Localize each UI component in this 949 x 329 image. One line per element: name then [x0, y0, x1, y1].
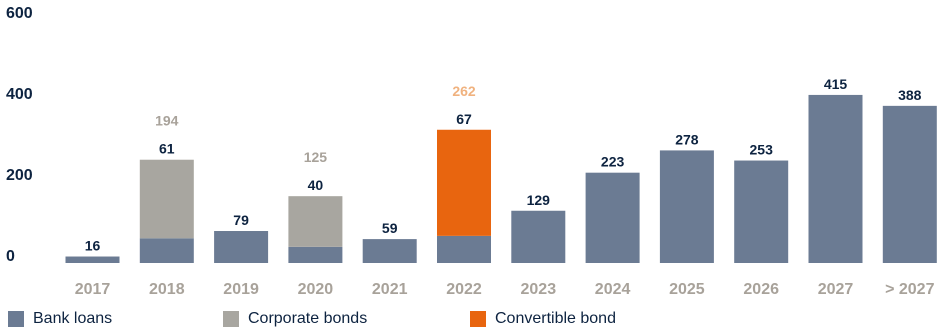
x-tick-label: 2024 — [595, 281, 631, 298]
x-tick-label: 2021 — [372, 281, 408, 298]
x-tick-label: 2026 — [743, 281, 779, 298]
bar-corporate-bonds — [139, 159, 194, 239]
legend-label-corporate-bonds: Corporate bonds — [248, 310, 368, 327]
value-label-bank-loans: 253 — [750, 142, 774, 158]
legend-item-bank-loans: Bank loans — [8, 311, 112, 327]
x-tick-label: 2018 — [149, 281, 185, 298]
bar-convertible-bond — [437, 129, 491, 236]
value-label-corporate-bonds: 194 — [155, 113, 179, 129]
value-label-bank-loans: 278 — [675, 131, 699, 147]
legend-swatch-corporate-bonds — [223, 311, 239, 327]
bar-bank-loans — [437, 235, 491, 263]
x-tick-label: 2017 — [75, 281, 111, 298]
value-label-bank-loans: 16 — [85, 238, 101, 254]
legend-item-corporate-bonds: Corporate bonds — [223, 311, 367, 327]
data-labels: 16 61 194 79 40 125 59 67 262 129 223 278 253 415 388 — [85, 76, 922, 254]
bar-corporate-bonds — [288, 196, 343, 247]
x-tick-label: 2027 — [818, 281, 854, 298]
legend-swatch-convertible-bond — [470, 311, 486, 327]
bar-bank-loans — [214, 231, 269, 263]
legend-swatch-bank-loans — [8, 311, 24, 327]
bar-bank-loans — [659, 150, 714, 263]
value-label-bank-loans: 61 — [159, 141, 175, 157]
value-label-bank-loans: 223 — [601, 154, 625, 170]
y-tick-label: 600 — [6, 5, 33, 22]
bar-bank-loans — [65, 256, 120, 263]
y-tick-label: 0 — [6, 248, 15, 265]
bar-bank-loans — [362, 239, 417, 263]
x-tick-label: 2020 — [298, 281, 334, 298]
bar-chart: 0 200 400 600 16 61 194 79 40 125 59 67 262 129 223 27… — [6, 5, 937, 298]
legend-item-convertible-bond: Convertible bond — [470, 311, 616, 327]
legend-label-convertible-bond: Convertible bond — [495, 310, 616, 327]
value-label-bank-loans: 59 — [382, 220, 398, 236]
x-tick-label: 2019 — [223, 281, 259, 298]
y-tick-label: 400 — [6, 86, 33, 103]
bar-bank-loans — [808, 94, 863, 263]
bar-bank-loans — [511, 210, 566, 263]
value-label-bank-loans: 388 — [898, 87, 922, 103]
x-axis: 2017 2018 2019 2020 2021 2022 2023 2024 2025 2026… — [75, 281, 935, 298]
value-label-bank-loans: 415 — [824, 76, 848, 92]
value-label-bank-loans: 129 — [527, 192, 551, 208]
bar-bank-loans — [288, 246, 343, 263]
x-tick-label: 2023 — [521, 281, 557, 298]
value-label-corporate-bonds: 125 — [304, 149, 328, 165]
value-label-bank-loans: 40 — [308, 177, 324, 193]
y-tick-label: 200 — [6, 167, 33, 184]
value-label-convertible-bond: 262 — [452, 83, 476, 99]
value-label-bank-loans: 79 — [233, 212, 249, 228]
x-tick-label: 2022 — [446, 281, 482, 298]
legend: Bank loans Corporate bonds Convertible b… — [0, 311, 949, 329]
x-tick-label: > 2027 — [885, 281, 934, 298]
y-axis: 0 200 400 600 — [6, 5, 33, 265]
bar-bank-loans — [882, 105, 937, 263]
bar-bank-loans — [734, 160, 789, 263]
bar-bank-loans — [585, 172, 640, 263]
bars — [65, 94, 937, 263]
value-label-bank-loans: 67 — [456, 111, 472, 127]
legend-label-bank-loans: Bank loans — [33, 310, 113, 327]
x-tick-label: 2025 — [669, 281, 705, 298]
bar-bank-loans — [139, 238, 194, 263]
